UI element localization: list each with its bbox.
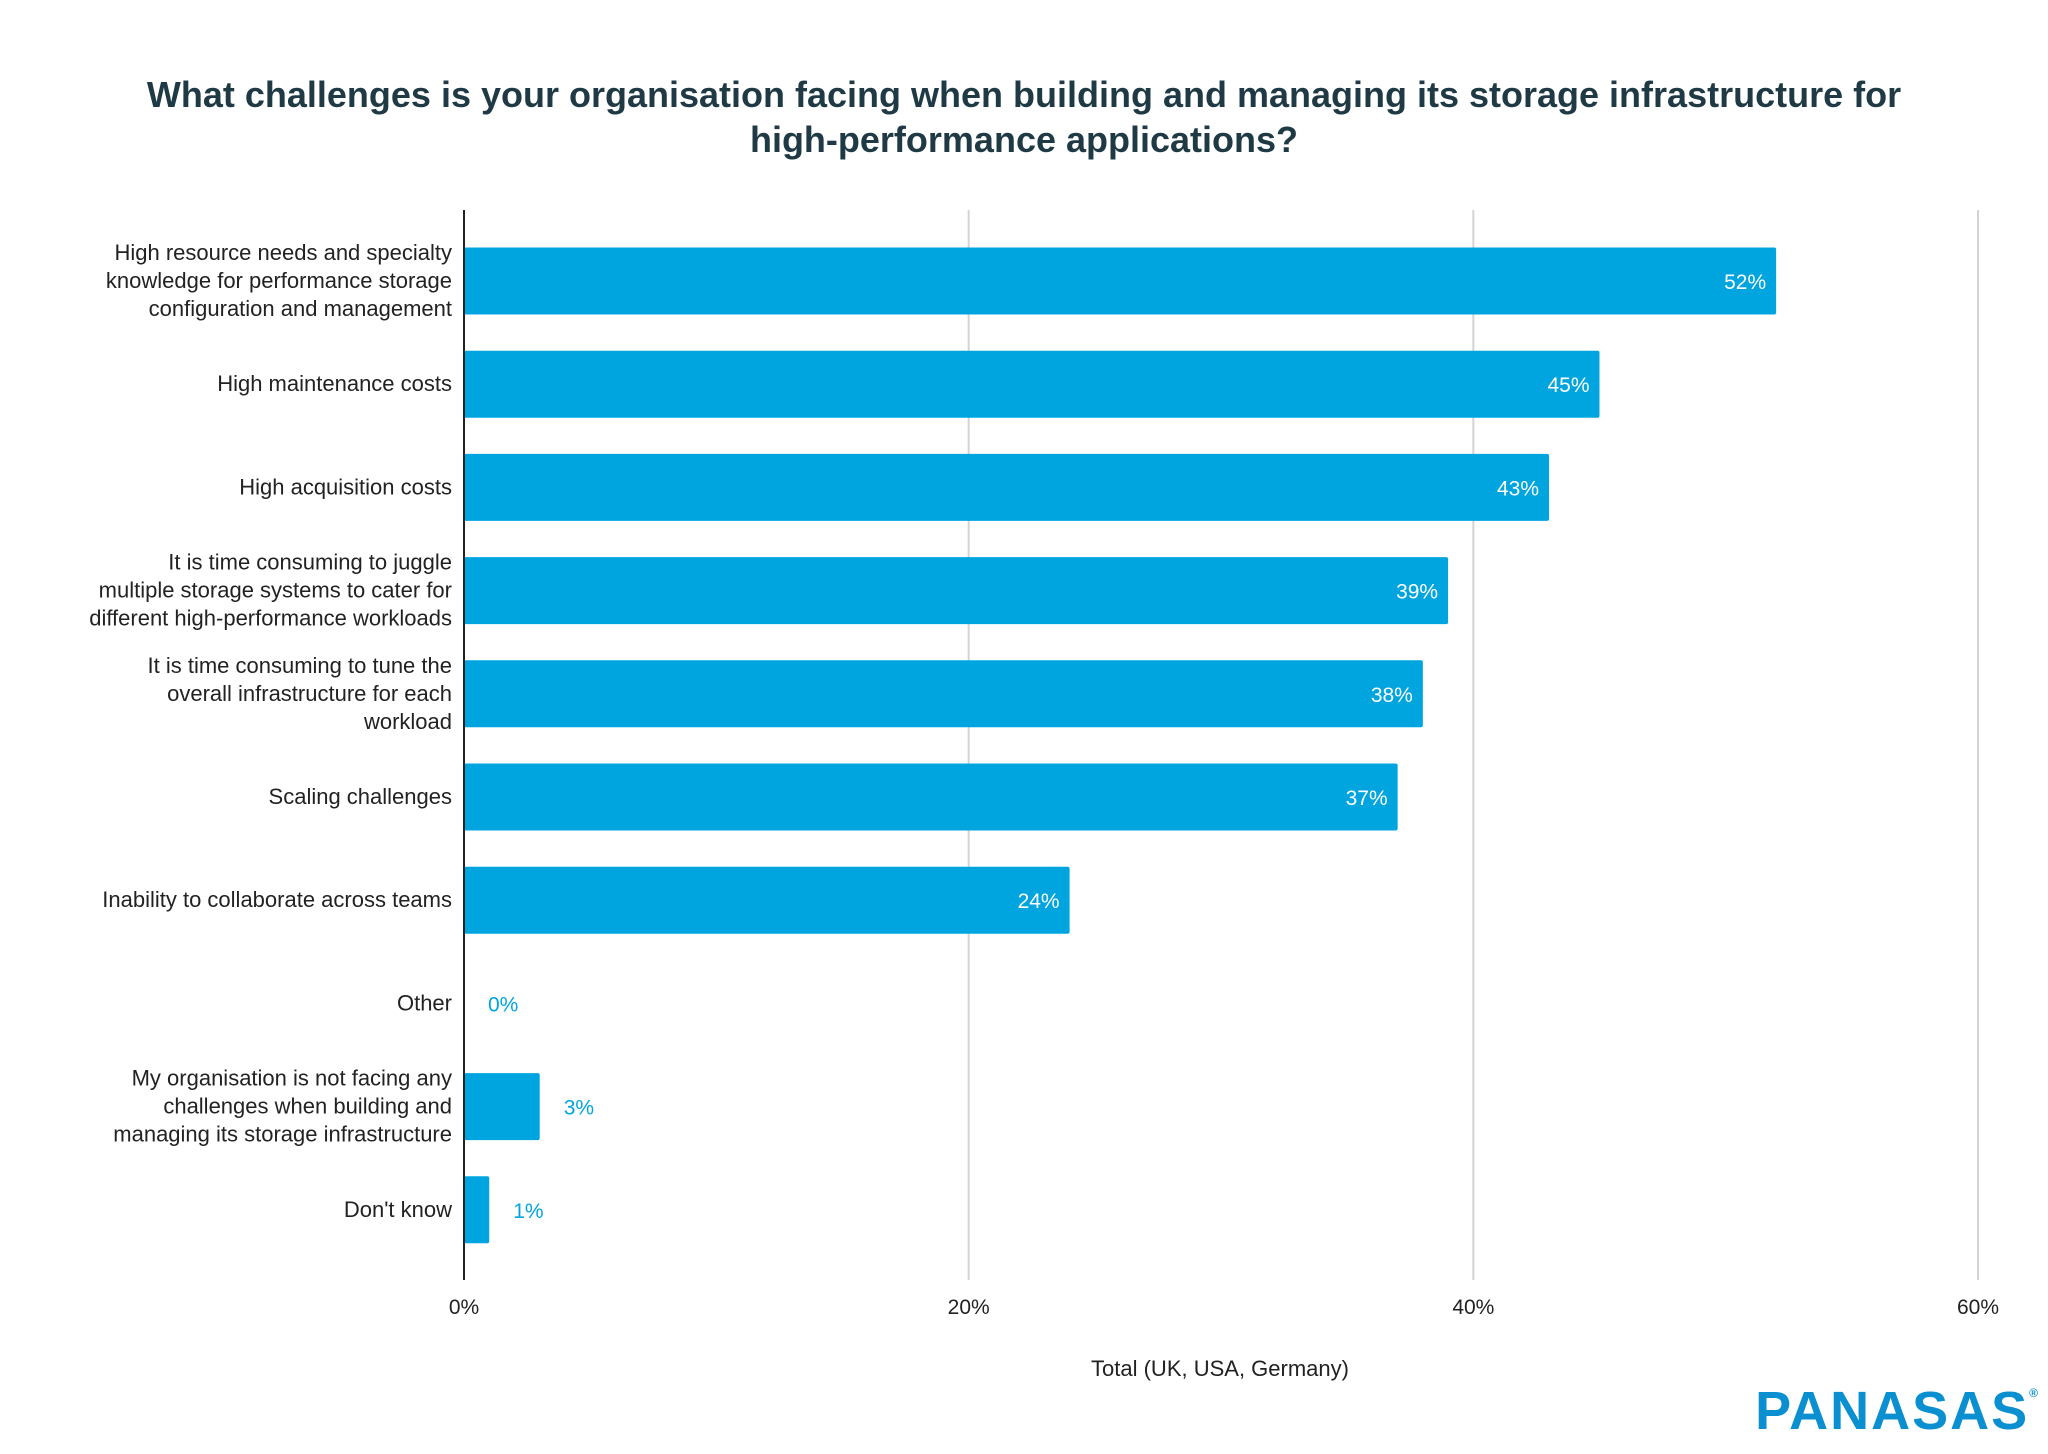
data-label: 39% <box>1396 581 1438 604</box>
bar <box>464 866 1070 934</box>
data-label: 1% <box>513 1200 543 1223</box>
chart-title: What challenges is your organisation fac… <box>146 74 1902 160</box>
bar <box>464 453 1550 521</box>
data-label: 3% <box>564 1097 594 1120</box>
data-label: 45% <box>1547 374 1589 397</box>
category-label: Scaling challenges <box>269 784 452 809</box>
data-label: 37% <box>1346 787 1388 810</box>
bar <box>464 763 1398 831</box>
bar <box>464 247 1777 315</box>
x-tick-label: 60% <box>1957 1296 1999 1319</box>
x-tick-label: 20% <box>948 1296 990 1319</box>
x-tick-label: 40% <box>1452 1296 1494 1319</box>
category-label: High resource needs and specialty knowled… <box>106 240 452 321</box>
x-axis: 0% 20% 40% 60% <box>449 210 1999 1319</box>
bar <box>464 660 1423 728</box>
x-axis-title: Total (UK, USA, Germany) <box>1091 1356 1349 1381</box>
data-label: 52% <box>1724 271 1766 294</box>
category-labels: High resource needs and specialty knowled… <box>89 240 452 1222</box>
category-label: Inability to collaborate across teams <box>102 887 452 912</box>
data-label: 24% <box>1018 890 1060 913</box>
category-label: High acquisition costs <box>239 474 452 499</box>
bar <box>464 557 1449 625</box>
bar <box>464 350 1600 418</box>
data-label: 43% <box>1497 477 1539 500</box>
x-tick-label: 0% <box>449 1296 479 1319</box>
bars: 52% 45% 43% 39% 38% 37% 24% 0% 3% 1% <box>464 247 1777 1244</box>
panasas-logo: PANASAS® <box>1755 1381 2040 1441</box>
category-label: My organisation is not facing any challen… <box>113 1066 452 1147</box>
category-label: High maintenance costs <box>217 371 452 396</box>
bar <box>464 1073 540 1141</box>
category-label: Don't know <box>344 1197 452 1222</box>
category-label: It is time consuming to juggle multiple s… <box>89 550 452 631</box>
data-label: 38% <box>1371 684 1413 707</box>
category-label: It is time consuming to tune the overall … <box>148 653 453 734</box>
category-label: Other <box>397 990 452 1015</box>
data-label: 0% <box>488 993 518 1016</box>
bar <box>464 1176 490 1244</box>
